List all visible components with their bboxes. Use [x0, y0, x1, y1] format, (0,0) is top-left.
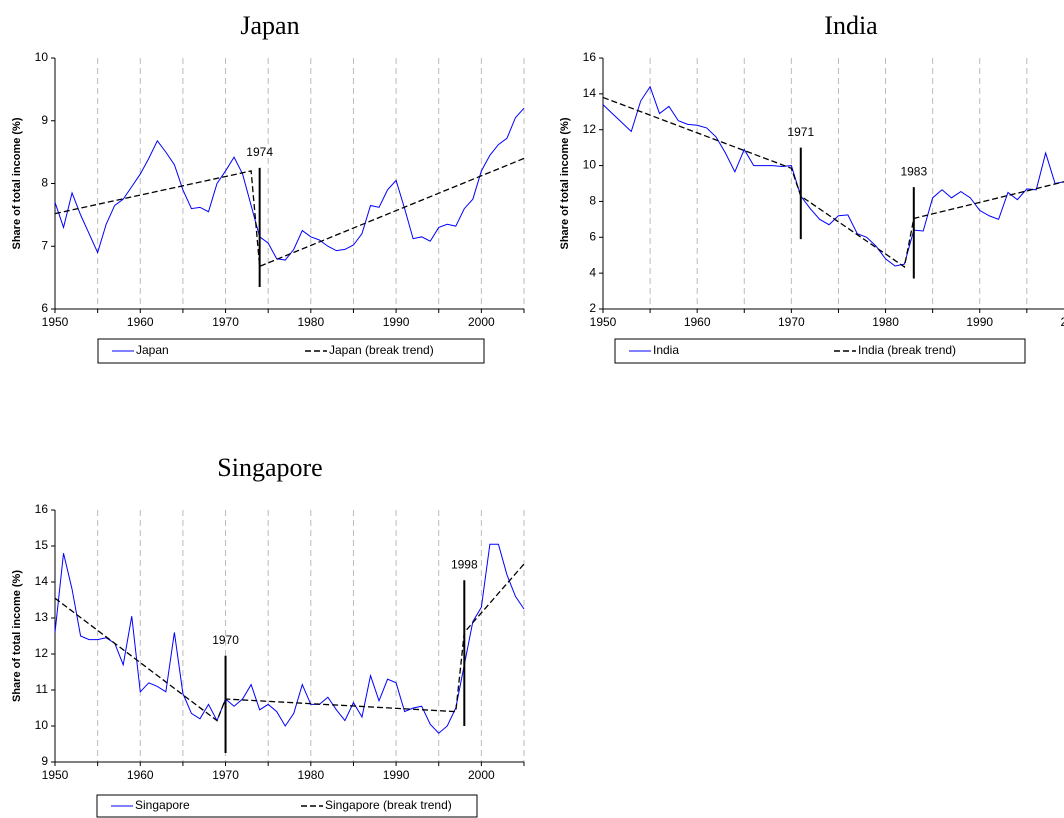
- legend-label: Singapore (break trend): [325, 798, 452, 812]
- y-tick-label: 11: [36, 682, 49, 696]
- legend-label: Japan (break trend): [329, 343, 434, 357]
- series-line: [602, 85, 1064, 267]
- y-tick-label: 16: [35, 502, 49, 516]
- x-tick-label: 1970: [212, 768, 239, 782]
- break-label: 1983: [900, 164, 927, 178]
- x-tick-label: 2000: [1061, 315, 1064, 329]
- x-tick-label: 1960: [684, 315, 711, 329]
- chart-title: India: [824, 11, 878, 40]
- y-tick-label: 12: [583, 122, 597, 136]
- y-tick-label: 9: [41, 113, 48, 127]
- chart-title: Japan: [240, 11, 299, 40]
- break-label: 1974: [246, 145, 273, 159]
- y-tick-label: 15: [35, 538, 49, 552]
- y-axis-label: Share of total income (%): [559, 117, 571, 249]
- legend-label: Singapore: [135, 798, 190, 812]
- x-tick-label: 1990: [383, 768, 410, 782]
- legend-box: [97, 338, 485, 364]
- legend-label: India (break trend): [858, 343, 956, 357]
- x-tick-label: 1990: [383, 315, 410, 329]
- x-tick-label: 1950: [590, 315, 617, 329]
- y-tick-label: 14: [583, 86, 597, 100]
- legend-label: India: [653, 343, 679, 357]
- break-label: 1998: [451, 557, 478, 571]
- x-tick-label: 1980: [297, 768, 324, 782]
- legend-box: [614, 338, 1026, 364]
- y-axis-label: Share of total income (%): [11, 570, 23, 702]
- y-tick-label: 4: [589, 265, 596, 279]
- y-tick-label: 9: [41, 754, 48, 768]
- y-axis-label: Share of total income (%): [11, 117, 23, 249]
- x-tick-label: 2000: [468, 315, 495, 329]
- series-line: [54, 563, 525, 722]
- chart: India 2 4 6 8 10 12 14 16 1950 1960 1970 1980 1990 200…: [559, 11, 1064, 364]
- y-tick-label: 10: [35, 50, 49, 64]
- series-line: [54, 157, 525, 268]
- y-tick-label: 7: [41, 238, 48, 252]
- x-tick-label: 1950: [42, 315, 69, 329]
- series-line: [54, 543, 525, 734]
- y-tick-label: 13: [35, 610, 49, 624]
- x-tick-label: 1960: [127, 315, 154, 329]
- y-tick-label: 8: [41, 176, 48, 190]
- x-tick-label: 1970: [778, 315, 805, 329]
- x-tick-label: 1970: [212, 315, 239, 329]
- series-line: [602, 96, 1064, 268]
- x-tick-label: 2000: [468, 768, 495, 782]
- legend-label: Japan: [136, 343, 169, 357]
- y-tick-label: 2: [589, 301, 596, 315]
- break-label: 1970: [212, 633, 239, 647]
- y-tick-label: 10: [35, 718, 49, 732]
- y-tick-label: 16: [583, 50, 597, 64]
- legend-box: [96, 794, 478, 818]
- x-tick-label: 1990: [966, 315, 993, 329]
- break-label: 1971: [787, 125, 814, 139]
- chart-title: Singapore: [217, 453, 322, 482]
- y-tick-label: 6: [589, 229, 596, 243]
- y-tick-label: 8: [589, 194, 596, 208]
- y-tick-label: 12: [35, 646, 49, 660]
- series-line: [54, 107, 525, 261]
- x-tick-label: 1960: [127, 768, 154, 782]
- y-tick-label: 14: [35, 574, 49, 588]
- x-tick-label: 1950: [42, 768, 69, 782]
- chart: Singapore 9 10 11 12 13 14 15 16 1950 1960 1970 1980…: [11, 453, 525, 818]
- y-tick-label: 10: [583, 158, 597, 172]
- x-tick-label: 1980: [872, 315, 899, 329]
- chart: Japan 6 7 8 9 10 1950 1960 1970 1980 1990 2000 Share…: [11, 11, 525, 364]
- y-tick-label: 6: [41, 301, 48, 315]
- x-tick-label: 1980: [297, 315, 324, 329]
